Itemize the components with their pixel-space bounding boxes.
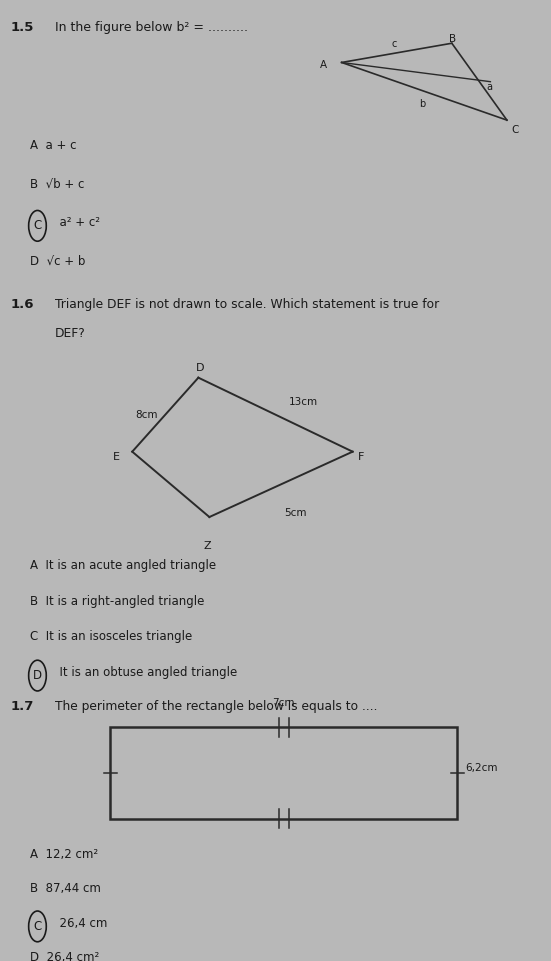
Text: 5cm: 5cm	[284, 508, 306, 518]
Text: A  a + c: A a + c	[30, 139, 77, 153]
Text: 1.7: 1.7	[11, 700, 34, 713]
Text: C: C	[34, 920, 41, 933]
Text: It is an obtuse angled triangle: It is an obtuse angled triangle	[52, 666, 237, 679]
Text: C: C	[511, 125, 518, 135]
Text: 6,2cm: 6,2cm	[466, 763, 498, 774]
Text: 8cm: 8cm	[135, 409, 158, 420]
Text: A  It is an acute angled triangle: A It is an acute angled triangle	[30, 559, 217, 573]
Text: A  12,2 cm²: A 12,2 cm²	[30, 848, 99, 861]
Text: 1.5: 1.5	[11, 21, 34, 35]
Text: C  It is an isosceles triangle: C It is an isosceles triangle	[30, 630, 192, 644]
Text: B: B	[449, 34, 456, 43]
Text: 1.6: 1.6	[11, 298, 35, 311]
Text: B  It is a right-angled triangle: B It is a right-angled triangle	[30, 595, 204, 608]
Text: DEF?: DEF?	[55, 327, 86, 340]
Text: b: b	[419, 99, 425, 109]
Text: D: D	[196, 363, 204, 373]
Text: 26,4 cm: 26,4 cm	[52, 917, 107, 930]
Text: The perimeter of the rectangle below is equals to ....: The perimeter of the rectangle below is …	[55, 700, 377, 713]
Text: C: C	[34, 219, 41, 233]
Text: Z: Z	[204, 541, 212, 551]
Text: D  √c + b: D √c + b	[30, 255, 85, 268]
Text: In the figure below b² = ..........: In the figure below b² = ..........	[55, 21, 248, 35]
Text: a² + c²: a² + c²	[52, 216, 100, 230]
Text: B  87,44 cm: B 87,44 cm	[30, 882, 101, 896]
Text: a: a	[486, 82, 492, 91]
Text: 7cm: 7cm	[273, 699, 295, 708]
Text: Triangle DEF is not drawn to scale. Which statement is true for: Triangle DEF is not drawn to scale. Whic…	[55, 298, 439, 311]
Text: A: A	[320, 60, 327, 69]
Text: B  √b + c: B √b + c	[30, 178, 85, 191]
Text: D  26,4 cm²: D 26,4 cm²	[30, 951, 100, 961]
Text: c: c	[391, 39, 397, 49]
Text: D: D	[33, 669, 42, 682]
Text: E: E	[113, 452, 120, 461]
Bar	[110, 727, 457, 819]
Text: F: F	[358, 452, 365, 461]
Text: 13cm: 13cm	[289, 398, 318, 407]
